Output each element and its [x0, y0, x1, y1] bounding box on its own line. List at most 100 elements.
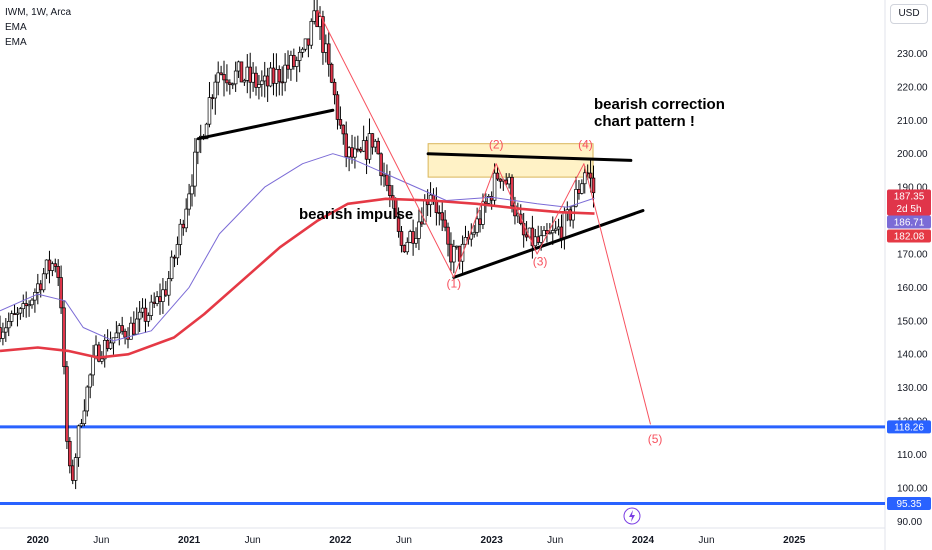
candle: [12, 304, 17, 316]
candle: [559, 214, 564, 249]
x-tick-label: Jun: [245, 535, 261, 546]
candle-body: [1, 331, 5, 339]
candle-body: [577, 188, 581, 194]
candle: [437, 205, 442, 226]
indicator-ema-2[interactable]: EMA: [5, 37, 27, 48]
candle: [530, 215, 535, 259]
candle-body: [236, 61, 241, 72]
candle-body: [556, 226, 561, 230]
indicator-ema-1[interactable]: EMA: [5, 22, 27, 33]
candle-body: [324, 43, 328, 53]
candle-body: [222, 74, 226, 81]
candle: [361, 125, 366, 153]
candle: [143, 298, 148, 333]
candle-body: [219, 72, 223, 75]
y-tick-label: 150.00: [897, 316, 928, 327]
candle-body: [568, 209, 572, 221]
x-tick-label: 2024: [632, 535, 655, 546]
ema-fast-line: [0, 153, 595, 342]
candle-body: [286, 64, 290, 70]
candle-body: [257, 84, 261, 88]
candle-body: [321, 16, 325, 53]
candle: [260, 70, 264, 97]
candle-body: [347, 147, 351, 158]
candle: [271, 53, 276, 96]
currency-button[interactable]: USD: [890, 4, 928, 24]
candle-body: [149, 301, 154, 316]
candle: [556, 218, 561, 236]
candle: [405, 237, 410, 255]
candle: [65, 361, 69, 450]
candle-body: [373, 140, 378, 148]
candle: [324, 34, 328, 63]
candle-body: [382, 174, 386, 177]
candle-body: [65, 366, 69, 442]
candle: [344, 121, 348, 168]
candle-body: [193, 151, 197, 187]
candle-body: [370, 133, 375, 148]
candle-body: [123, 330, 127, 338]
candle: [225, 64, 229, 92]
candle: [358, 146, 363, 154]
candle-body: [312, 10, 316, 22]
candle-body: [166, 278, 171, 296]
candle-body: [551, 230, 555, 234]
candle: [411, 219, 415, 256]
candle: [553, 220, 558, 234]
candle: [583, 166, 587, 194]
candle-body: [169, 256, 174, 279]
tag-ema-slow-value: 182.08: [894, 231, 925, 242]
y-tick-label: 200.00: [897, 149, 928, 160]
candle: [222, 60, 226, 97]
wave-label: (2): [489, 138, 504, 152]
candle: [306, 38, 311, 58]
candle-body: [230, 83, 235, 86]
candle-body: [440, 212, 444, 221]
y-tick-label: 110.00: [897, 450, 927, 461]
candle: [562, 207, 567, 250]
candle-body: [274, 69, 279, 84]
tag-last-price: 187.35 2d 5h: [887, 189, 931, 216]
candle: [536, 225, 540, 246]
candle: [36, 273, 40, 305]
candle: [443, 210, 447, 232]
candle-body: [114, 332, 119, 339]
candle: [542, 226, 546, 237]
candle-body: [21, 303, 26, 310]
candle-body: [408, 231, 412, 243]
candle-body: [510, 176, 514, 207]
candle: [230, 82, 235, 90]
candle-body: [524, 234, 529, 238]
candle: [300, 47, 305, 58]
candle: [190, 174, 194, 207]
y-tick-label: 210.00: [897, 116, 928, 127]
candles: [0, 0, 596, 490]
candle: [172, 254, 177, 268]
candle: [149, 294, 154, 321]
candle-body: [79, 423, 84, 427]
candle-body: [187, 193, 191, 210]
candle: [146, 312, 151, 327]
candle-body: [117, 325, 122, 334]
x-tick-label: 2022: [329, 535, 352, 546]
candle: [228, 79, 232, 95]
candle-body: [100, 358, 104, 362]
x-tick-label: Jun: [93, 535, 109, 546]
candle-body: [358, 148, 363, 152]
candle-body: [469, 233, 474, 240]
candle-body: [15, 312, 20, 315]
tag-ema-fast-value: 186.71: [894, 217, 925, 228]
candle-body: [580, 183, 584, 194]
candle-body: [388, 184, 392, 196]
candle-body: [533, 236, 538, 247]
candle-body: [102, 340, 107, 360]
candle: [353, 136, 357, 169]
candle: [489, 191, 494, 210]
candle-body: [225, 79, 229, 84]
candle-body: [367, 133, 372, 160]
candle-body: [245, 66, 250, 81]
candle: [335, 91, 340, 130]
candle: [187, 183, 191, 216]
candle: [134, 307, 139, 335]
